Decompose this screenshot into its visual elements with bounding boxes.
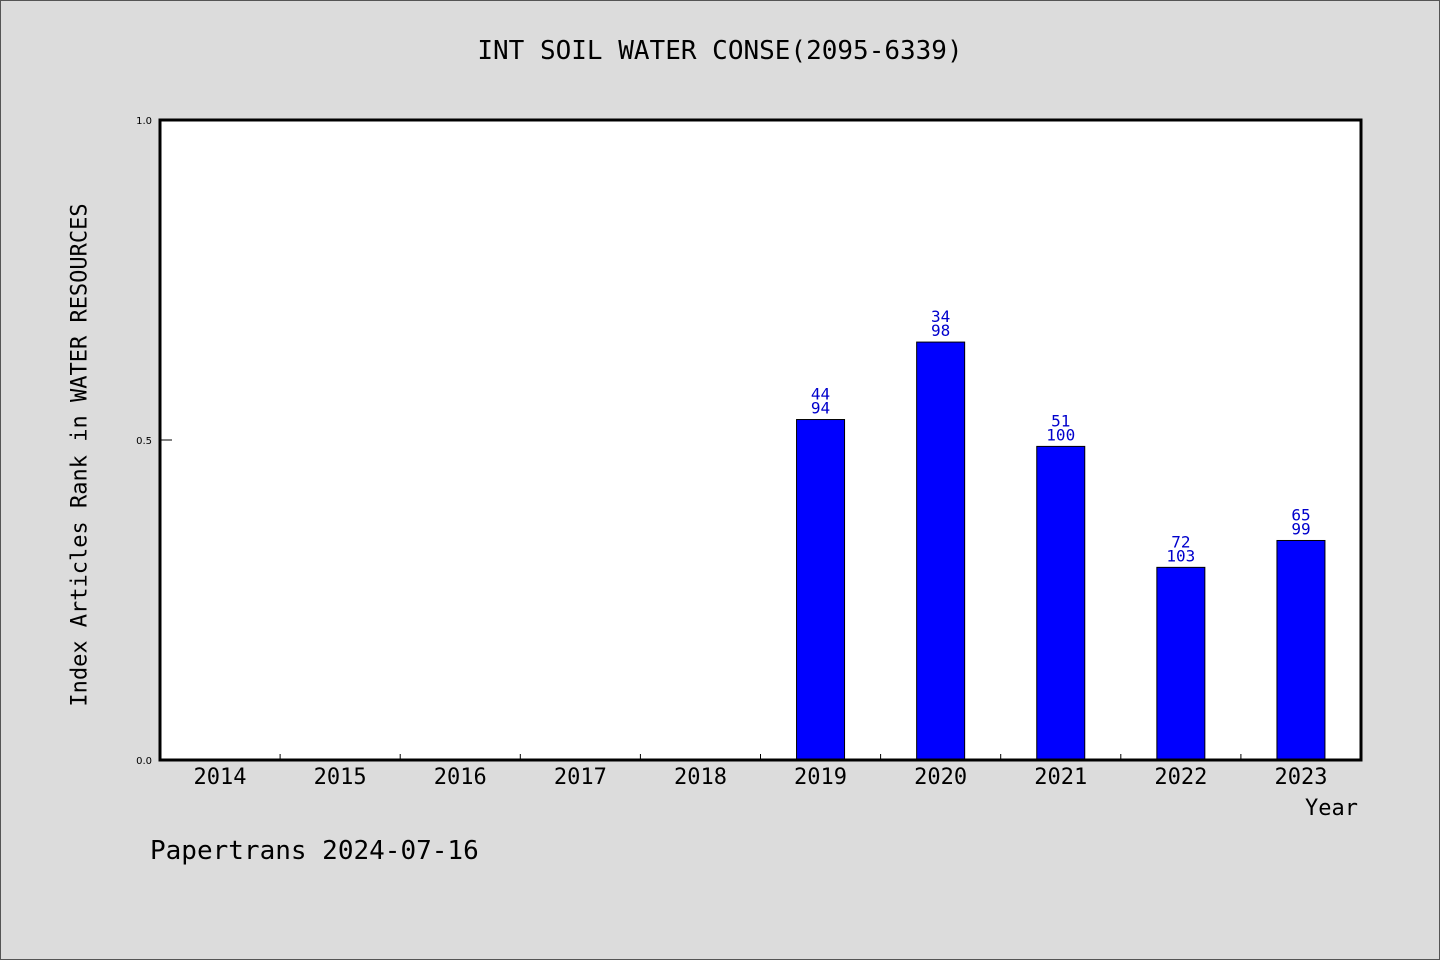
chart-title: INT SOIL WATER CONSE(2095-6339)	[477, 36, 963, 66]
bar	[796, 419, 846, 761]
axes-layer: 2014 2015 2016 2017 2018 2019 2020 2021 2022 2023…	[136, 116, 1327, 790]
x-tick-label: 2019	[794, 765, 847, 790]
y-tick-label: 1.0	[136, 116, 152, 127]
plot-border	[158, 118, 1363, 762]
bar-label-top: 51	[1051, 411, 1070, 430]
bar-label-bottom: 98	[931, 321, 950, 340]
bar	[1276, 539, 1326, 761]
bar-label-bottom: 100	[1046, 425, 1075, 444]
x-tick-label: 2021	[1034, 765, 1087, 790]
bar-label-top: 65	[1291, 505, 1310, 524]
bar-label-bottom: 99	[1291, 519, 1310, 538]
bar	[916, 341, 966, 761]
bar-label-top: 72	[1171, 532, 1190, 551]
bar-label-top: 34	[931, 307, 950, 326]
bars-layer	[796, 341, 1326, 761]
x-tick-label: 2023	[1274, 765, 1327, 790]
bar-label-bottom: 94	[811, 399, 830, 418]
x-tick-label: 2014	[194, 765, 247, 790]
footer-credit: Papertrans 2024-07-16	[150, 836, 479, 866]
bar	[1156, 566, 1206, 761]
x-axis-label: Year	[1305, 796, 1358, 821]
x-tick-label: 2020	[914, 765, 967, 790]
x-tick-label: 2017	[554, 765, 607, 790]
bar-label-top: 44	[811, 385, 830, 404]
y-tick-label: 0.0	[136, 756, 152, 767]
x-tick-label: 2016	[434, 765, 487, 790]
y-tick-label: 0.5	[136, 436, 152, 447]
x-tick-label: 2022	[1154, 765, 1207, 790]
bar	[1036, 445, 1086, 761]
x-tick-label: 2018	[674, 765, 727, 790]
x-tick-label: 2015	[314, 765, 367, 790]
bar-label-bottom: 103	[1166, 546, 1195, 565]
